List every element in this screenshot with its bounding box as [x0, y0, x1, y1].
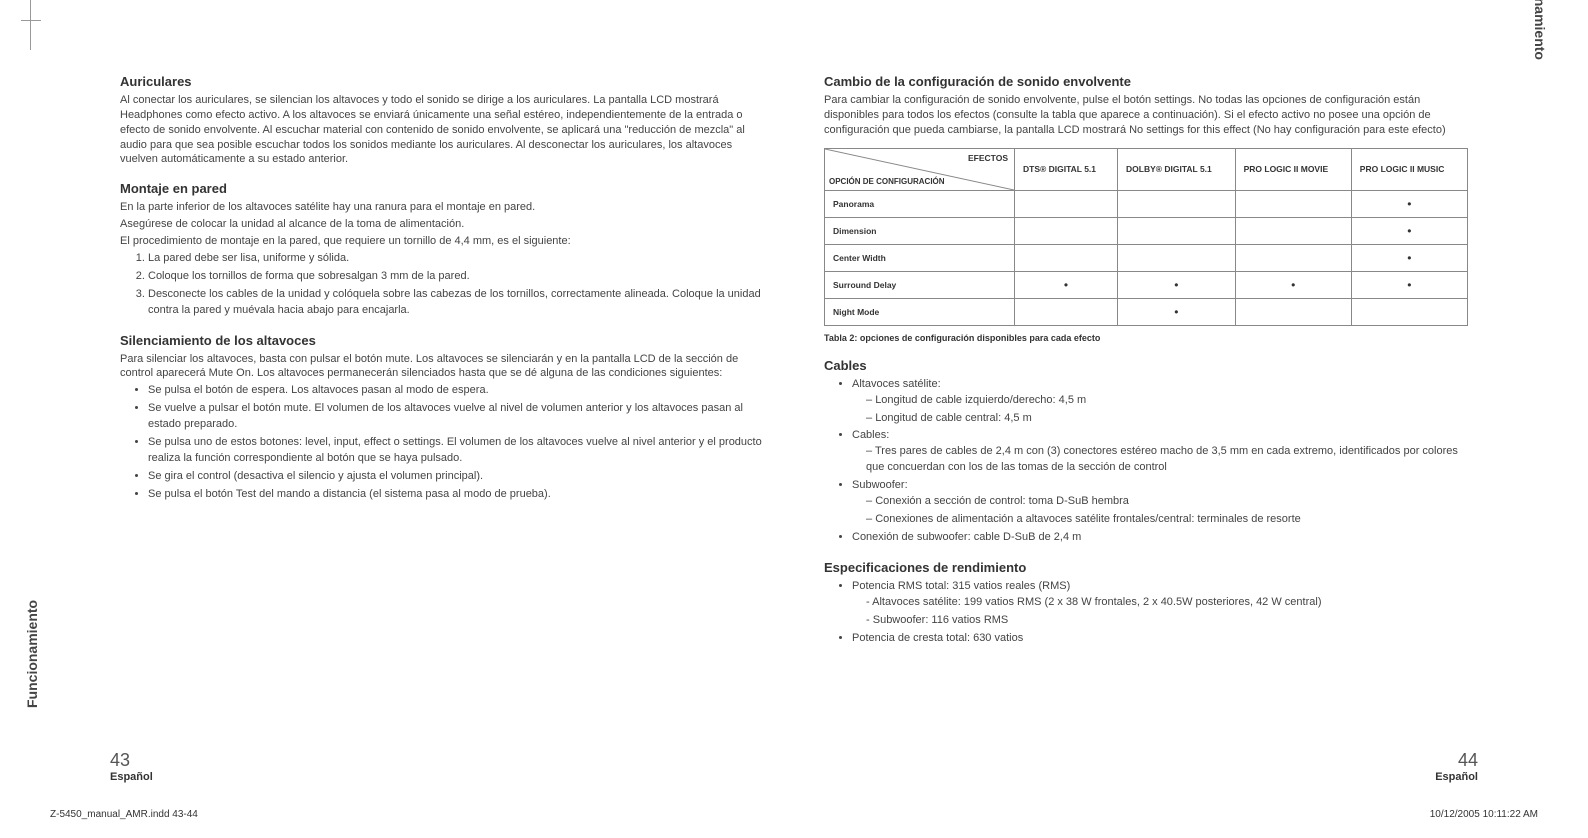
para-surround: Para cambiar la configuración de sonido … — [824, 93, 1468, 138]
sub-item: Longitud de cable izquierdo/derecho: 4,5… — [866, 393, 1468, 409]
heading-mute: Silenciamiento de los altavoces — [120, 333, 764, 348]
cables-conn: Conexión de subwoofer: cable D-SuB de 2,… — [852, 530, 1468, 546]
row-label: Panorama — [825, 190, 1015, 217]
doc-filename: Z-5450_manual_AMR.indd 43-44 — [50, 809, 198, 820]
spec-peak: Potencia de cresta total: 630 vatios — [852, 631, 1468, 647]
cell: • — [1351, 217, 1467, 244]
diag-top-label: EFECTOS — [968, 153, 1008, 163]
para-montaje-1: En la parte inferior de los altavoces sa… — [120, 200, 764, 215]
side-label-left: Funcionamiento — [24, 600, 40, 708]
cell — [1235, 217, 1351, 244]
page-lang: Español — [1435, 771, 1478, 783]
mount-step: La pared debe ser lisa, uniforme y sólid… — [148, 251, 764, 267]
sub-item: Tres pares de cables de 2,4 m con (3) co… — [866, 444, 1468, 476]
cell — [1015, 190, 1118, 217]
page-footer-right: 44 Español — [1435, 750, 1478, 783]
sub-item: Subwoofer: 116 vatios RMS — [866, 613, 1468, 629]
spec-rms: Potencia RMS total: 315 vatios reales (R… — [852, 579, 1468, 629]
mount-step: Desconecte los cables de la unidad y col… — [148, 287, 764, 319]
doc-timestamp: 10/12/2005 10:11:22 AM — [1430, 809, 1538, 820]
list-label: Subwoofer: — [852, 479, 908, 491]
cell: • — [1351, 190, 1467, 217]
row-label: Dimension — [825, 217, 1015, 244]
row-label: Center Width — [825, 244, 1015, 271]
doc-footer: Z-5450_manual_AMR.indd 43-44 10/12/2005 … — [50, 809, 1538, 820]
sub-item: Conexiones de alimentación a altavoces s… — [866, 512, 1468, 528]
heading-surround: Cambio de la configuración de sonido env… — [824, 74, 1468, 89]
page-footer-left: 43 Español — [110, 750, 153, 783]
mount-step: Coloque los tornillos de forma que sobre… — [148, 269, 764, 285]
sub-item: Longitud de cable central: 4,5 m — [866, 411, 1468, 427]
col-header: PRO LOGIC II MUSIC — [1351, 148, 1467, 190]
heading-cables: Cables — [824, 358, 1468, 373]
sub-list: Tres pares de cables de 2,4 m con (3) co… — [866, 444, 1468, 476]
col-header: PRO LOGIC II MOVIE — [1235, 148, 1351, 190]
list-label: Potencia RMS total: 315 vatios reales (R… — [852, 580, 1070, 592]
cell: • — [1118, 271, 1236, 298]
sub-item: Conexión a sección de control: toma D-Su… — [866, 494, 1468, 510]
cables-sat: Altavoces satélite: Longitud de cable iz… — [852, 377, 1468, 427]
cell: • — [1351, 244, 1467, 271]
page-lang: Español — [110, 771, 153, 783]
config-table: EFECTOS OPCIÓN DE CONFIGURACIÓN DTS® DIG… — [824, 148, 1468, 326]
cell: • — [1015, 271, 1118, 298]
mount-steps: La pared debe ser lisa, uniforme y sólid… — [148, 251, 764, 319]
row-label: Night Mode — [825, 298, 1015, 325]
cell — [1351, 298, 1467, 325]
list-label: Altavoces satélite: — [852, 378, 941, 390]
cell — [1235, 190, 1351, 217]
para-auriculares: Al conectar los auriculares, se silencia… — [120, 93, 764, 167]
right-page: Cambio de la configuración de sonido env… — [794, 60, 1538, 818]
heading-specs: Especificaciones de rendimiento — [824, 560, 1468, 575]
cell — [1118, 244, 1236, 271]
heading-auriculares: Auriculares — [120, 74, 764, 89]
para-montaje-3: El procedimiento de montaje en la pared,… — [120, 234, 764, 249]
heading-montaje: Montaje en pared — [120, 181, 764, 196]
cell — [1235, 298, 1351, 325]
cell: • — [1351, 271, 1467, 298]
cables-list: Altavoces satélite: Longitud de cable iz… — [852, 377, 1468, 546]
mute-item: Se pulsa el botón de espera. Los altavoc… — [148, 383, 764, 399]
para-montaje-2: Asegúrese de colocar la unidad al alcanc… — [120, 217, 764, 232]
page-number: 43 — [110, 750, 153, 771]
list-label: Cables: — [852, 429, 889, 441]
col-header: DTS® DIGITAL 5.1 — [1015, 148, 1118, 190]
cell — [1118, 190, 1236, 217]
side-label-right: Funcionamiento — [1532, 0, 1548, 60]
table-diag-header: EFECTOS OPCIÓN DE CONFIGURACIÓN — [825, 148, 1015, 190]
cell — [1015, 244, 1118, 271]
specs-list: Potencia RMS total: 315 vatios reales (R… — [852, 579, 1468, 647]
sub-list: Conexión a sección de control: toma D-Su… — [866, 494, 1468, 528]
cell — [1015, 298, 1118, 325]
cell: • — [1118, 298, 1236, 325]
mute-item: Se pulsa uno de estos botones: level, in… — [148, 435, 764, 467]
mute-item: Se pulsa el botón Test del mando a dista… — [148, 487, 764, 503]
page-spread: Auriculares Al conectar los auriculares,… — [0, 0, 1588, 838]
col-header: DOLBY® DIGITAL 5.1 — [1118, 148, 1236, 190]
cell — [1118, 217, 1236, 244]
sub-list: Altavoces satélite: 199 vatios RMS (2 x … — [866, 595, 1468, 629]
page-number: 44 — [1435, 750, 1478, 771]
mute-item: Se vuelve a pulsar el botón mute. El vol… — [148, 401, 764, 433]
table-caption: Tabla 2: opciones de configuración dispo… — [824, 332, 1468, 344]
left-page: Auriculares Al conectar los auriculares,… — [50, 60, 794, 818]
cell — [1015, 217, 1118, 244]
cables-cab: Cables: Tres pares de cables de 2,4 m co… — [852, 428, 1468, 476]
diag-bot-label: OPCIÓN DE CONFIGURACIÓN — [829, 177, 945, 186]
mute-conditions: Se pulsa el botón de espera. Los altavoc… — [148, 383, 764, 503]
cables-sub: Subwoofer: Conexión a sección de control… — [852, 478, 1468, 528]
cell — [1235, 244, 1351, 271]
sub-item: Altavoces satélite: 199 vatios RMS (2 x … — [866, 595, 1468, 611]
para-mute: Para silenciar los altavoces, basta con … — [120, 352, 764, 382]
row-label: Surround Delay — [825, 271, 1015, 298]
sub-list: Longitud de cable izquierdo/derecho: 4,5… — [866, 393, 1468, 427]
cell: • — [1235, 271, 1351, 298]
mute-item: Se gira el control (desactiva el silenci… — [148, 469, 764, 485]
